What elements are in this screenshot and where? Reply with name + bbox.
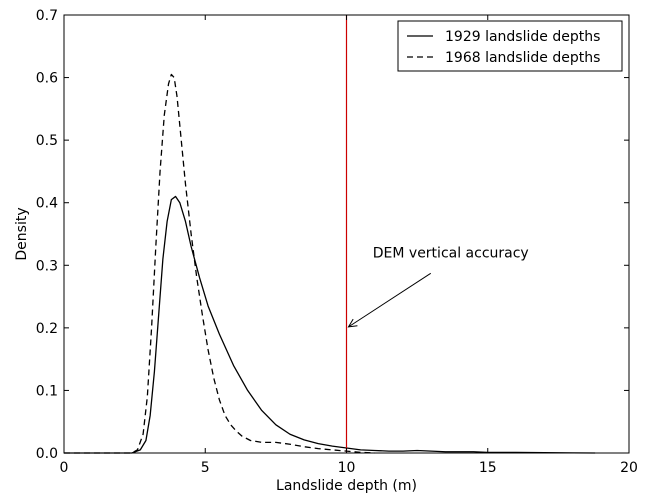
legend-label-1929: 1929 landslide depths: [445, 29, 600, 45]
x-tick-label: 5: [201, 460, 210, 476]
y-tick-label: 0.4: [36, 196, 58, 212]
y-tick-label: 0.2: [36, 321, 58, 337]
legend: 1929 landslide depths 1968 landslide dep…: [397, 20, 623, 72]
series-layer: [64, 73, 596, 454]
ticks-layer: 0 5 10 15 20 0.0 0.1 0.2 0.3 0.4 0.5 0.6 0.7: [36, 8, 638, 476]
y-tick-label: 0.6: [36, 71, 58, 87]
y-tick-label: 0.0: [36, 446, 58, 462]
y-axis-label: Density: [14, 207, 30, 260]
x-axis-label: Landslide depth (m): [276, 478, 417, 494]
annotation-arrow-head: [347, 318, 358, 328]
series-line-1929: [64, 195, 596, 454]
y-tick-label: 0.7: [36, 8, 58, 24]
legend-label-1968: 1968 landslide depths: [445, 50, 600, 66]
x-tick-label: 20: [620, 460, 638, 476]
y-tick-label: 0.3: [36, 258, 58, 274]
annotation-arrow-shaft: [348, 272, 432, 328]
x-tick-label: 15: [479, 460, 497, 476]
y-tick-label: 0.1: [36, 383, 58, 399]
series-line-1968: [64, 73, 375, 454]
x-tick-label: 10: [338, 460, 356, 476]
annotation-layer: DEM vertical accuracy: [347, 245, 529, 328]
annotation-text: DEM vertical accuracy: [373, 245, 529, 261]
y-tick-label: 0.5: [36, 133, 58, 149]
legend-box: [397, 20, 623, 72]
x-tick-label: 0: [60, 460, 69, 476]
